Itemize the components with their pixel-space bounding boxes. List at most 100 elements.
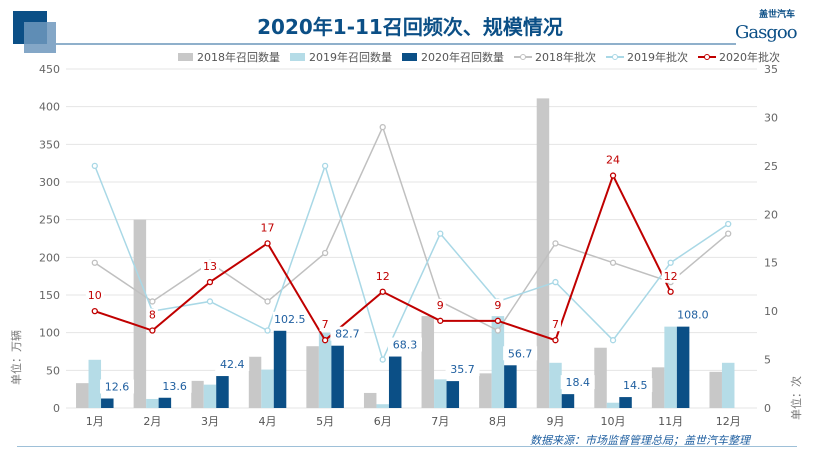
bar-2020年召回数量: [388, 356, 402, 408]
point-2019年批次: [206, 298, 214, 305]
bar-data-label: 56.7: [508, 347, 533, 360]
data-label-bg: [675, 307, 710, 322]
right-tick-label: 0: [764, 402, 771, 415]
bar-2020年召回数量: [101, 398, 114, 408]
bar-2018年召回数量: [191, 380, 204, 408]
bar-2019年召回数量: [88, 359, 102, 408]
point-2018年批次: [264, 298, 271, 305]
line-data-label: 9: [494, 299, 501, 312]
bar-data-label: 12.6: [105, 381, 130, 394]
left-tick-label: 100: [39, 327, 60, 340]
bar-2018年召回数量: [133, 219, 147, 408]
point-2019年批次: [321, 162, 329, 170]
legend-label: 2020年批次: [719, 50, 780, 64]
data-label-bg: [492, 298, 504, 312]
left-tick-label: 50: [46, 364, 60, 377]
bar-data-label: 35.7: [450, 363, 475, 376]
bar-2019年召回数量: [549, 362, 562, 408]
line-2020年批次: [94, 172, 672, 342]
left-tick-label: 350: [39, 138, 60, 151]
line-data-label: 17: [261, 221, 275, 234]
left-tick-label: 0: [53, 402, 60, 415]
data-label-bg: [272, 311, 307, 326]
page-title: 2020年1-11召回频次、规模情况: [257, 15, 563, 39]
point-2020年批次: [206, 278, 214, 286]
point-2019年批次: [667, 259, 674, 266]
bar-data-label: 18.4: [565, 376, 590, 389]
bar-data-label: 68.3: [393, 339, 418, 352]
x-tick-label: 10月: [601, 415, 626, 428]
x-tick-label: 9月: [546, 415, 564, 428]
point-2019年批次: [264, 327, 271, 334]
bar-2020年召回数量: [561, 394, 575, 408]
legend-label: 2019年召回数量: [309, 50, 392, 64]
data-label-bg: [100, 379, 135, 394]
data-label-bg: [146, 308, 158, 322]
data-label-bg: [661, 269, 680, 283]
legend-label: 2018年召回数量: [197, 50, 280, 64]
point-2020年批次: [91, 307, 98, 315]
point-2019年批次: [609, 337, 617, 344]
gasgoo-logo: 盖世汽车 Gasgoo: [733, 8, 817, 48]
data-label-bg: [373, 269, 392, 283]
bar-2020年召回数量: [619, 397, 632, 408]
right-tick-label: 10: [764, 305, 778, 318]
legend-marker: [612, 54, 618, 60]
line-data-label: 9: [437, 299, 444, 312]
line-2019年批次: [94, 163, 729, 362]
bar-2018年召回数量: [248, 356, 262, 408]
right-tick-label: 15: [764, 257, 778, 270]
data-label-bg: [618, 378, 653, 393]
point-2018年批次: [379, 123, 386, 131]
legend-label: 2019年批次: [627, 50, 688, 64]
point-2020年批次: [494, 317, 502, 324]
line-data-label: 13: [203, 260, 217, 273]
point-2019年批次: [552, 278, 559, 286]
line-data-label: 10: [88, 289, 102, 302]
point-2018年批次: [609, 259, 617, 266]
x-tick-label: 3月: [201, 415, 219, 428]
legend-marker: [704, 54, 710, 60]
legend-swatch: [402, 53, 417, 61]
bar-2020年召回数量: [446, 381, 460, 408]
legend-marker: [520, 54, 526, 60]
line-data-label: 24: [606, 154, 620, 167]
bottom-rule: [17, 446, 797, 447]
point-2020年批次: [609, 172, 617, 179]
bar-2020年召回数量: [158, 397, 172, 408]
bar-2019年召回数量: [434, 379, 447, 408]
point-2018年批次: [149, 298, 156, 305]
bar-2019年召回数量: [606, 402, 620, 408]
point-2020年批次: [149, 327, 156, 334]
point-2018年批次: [494, 327, 502, 334]
left-axis-unit: 单位：万辆: [10, 330, 23, 385]
bar-2019年召回数量: [376, 404, 389, 408]
bar-data-label: 82.7: [335, 328, 360, 341]
title-rule: [56, 43, 736, 45]
point-2020年批次: [264, 240, 271, 247]
point-2020年批次: [437, 317, 444, 324]
data-label-bg: [215, 357, 250, 372]
data-label-bg: [200, 260, 219, 274]
line-data-label: 12: [664, 270, 678, 283]
bar-2018年召回数量: [421, 316, 435, 408]
bar-data-label: 108.0: [677, 309, 709, 322]
line-data-label: 8: [149, 309, 156, 322]
bar-2020年召回数量: [331, 345, 344, 408]
left-tick-label: 250: [39, 214, 60, 227]
x-tick-label: 12月: [716, 415, 741, 428]
left-tick-label: 400: [39, 101, 60, 114]
line-data-label: 12: [376, 270, 390, 283]
data-label-bg: [560, 375, 595, 390]
bar-data-label: 13.6: [162, 380, 187, 393]
data-label-bg: [549, 318, 561, 332]
bar-2018年召回数量: [363, 392, 377, 408]
data-label-bg: [157, 378, 192, 393]
bar-2019年召回数量: [261, 369, 274, 408]
legend-label: 2020年召回数量: [421, 50, 504, 64]
line-2018年批次: [94, 125, 729, 332]
point-2019年批次: [437, 230, 444, 237]
left-tick-label: 200: [39, 251, 60, 264]
bar-2018年召回数量: [76, 383, 89, 408]
